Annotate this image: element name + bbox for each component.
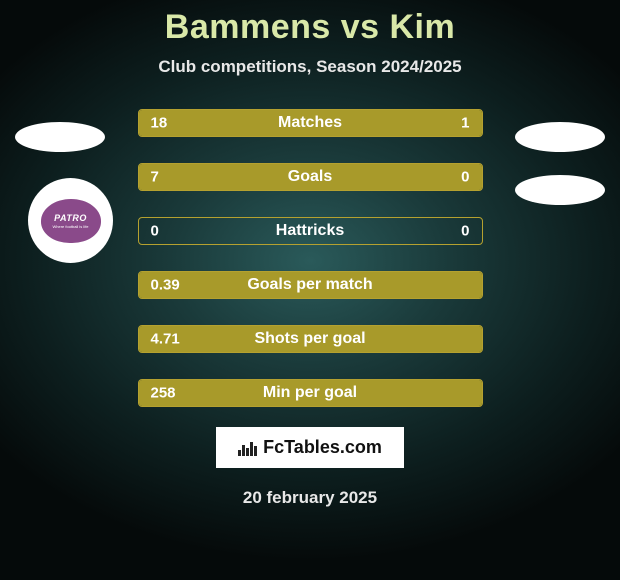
date-text: 20 february 2025 — [243, 488, 377, 508]
page-title: Bammens vs Kim — [165, 8, 455, 47]
chart-icon — [238, 440, 257, 456]
stat-label: Goals — [288, 168, 332, 186]
stat-label: Matches — [278, 114, 342, 132]
stat-value-left: 258 — [151, 385, 176, 402]
stat-value-left: 0.39 — [151, 277, 180, 294]
stat-bar: 7 0 Goals — [138, 163, 483, 191]
stat-bar: 18 1 Matches — [138, 109, 483, 137]
stat-label: Hattricks — [276, 222, 344, 240]
stat-row: 258 Min per goal — [0, 377, 620, 409]
stats-container: 18 1 Matches 7 0 Goals 0 0 Hattricks 0.39 Goals pe… — [0, 107, 620, 409]
stat-value-left: 7 — [151, 169, 159, 186]
stat-bar: 258 Min per goal — [138, 379, 483, 407]
stat-value-left: 0 — [151, 223, 159, 240]
stat-label: Goals per match — [247, 276, 372, 294]
stat-value-left: 4.71 — [151, 331, 180, 348]
stat-value-right: 1 — [461, 115, 469, 132]
stat-label: Shots per goal — [254, 330, 365, 348]
stat-row: 0 0 Hattricks — [0, 215, 620, 247]
stat-bar: 0.39 Goals per match — [138, 271, 483, 299]
stat-bar: 4.71 Shots per goal — [138, 325, 483, 353]
stat-row: 4.71 Shots per goal — [0, 323, 620, 355]
stat-row: 0.39 Goals per match — [0, 269, 620, 301]
stat-row: 18 1 Matches — [0, 107, 620, 139]
subtitle: Club competitions, Season 2024/2025 — [158, 57, 461, 77]
stat-bar: 0 0 Hattricks — [138, 217, 483, 245]
stat-value-right: 0 — [461, 169, 469, 186]
bar-left-fill — [139, 110, 400, 136]
stat-value-left: 18 — [151, 115, 168, 132]
stat-label: Min per goal — [263, 384, 357, 402]
brand-text: FcTables.com — [263, 437, 382, 458]
stat-value-right: 0 — [461, 223, 469, 240]
stat-row: 7 0 Goals — [0, 161, 620, 193]
brand-badge[interactable]: FcTables.com — [216, 427, 404, 468]
